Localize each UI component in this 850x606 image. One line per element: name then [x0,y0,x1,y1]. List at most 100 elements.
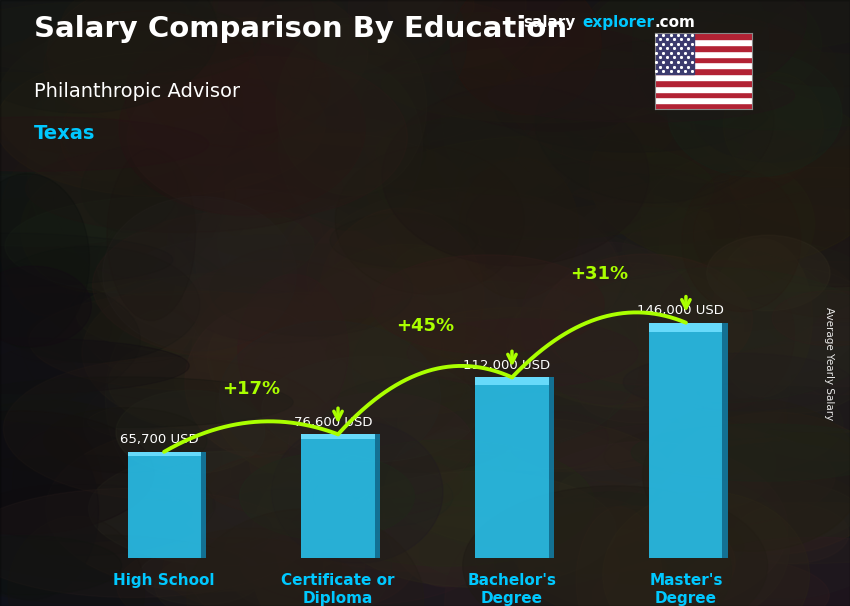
Bar [649,322,722,558]
Ellipse shape [442,39,588,201]
Ellipse shape [554,245,827,355]
Ellipse shape [8,516,144,606]
Ellipse shape [691,341,850,432]
Text: Philanthropic Advisor: Philanthropic Advisor [34,82,240,101]
Ellipse shape [145,80,436,262]
Ellipse shape [772,290,850,346]
Ellipse shape [666,316,790,445]
Ellipse shape [379,247,465,401]
Ellipse shape [347,256,517,362]
Ellipse shape [216,333,492,489]
Ellipse shape [529,39,624,147]
Ellipse shape [325,345,466,421]
Ellipse shape [240,56,503,147]
Ellipse shape [598,0,850,97]
Ellipse shape [662,412,850,554]
Ellipse shape [682,171,801,311]
Ellipse shape [641,155,814,292]
Ellipse shape [29,291,355,390]
Ellipse shape [250,465,366,606]
Ellipse shape [541,254,752,385]
Ellipse shape [27,79,134,253]
Ellipse shape [388,418,677,549]
Ellipse shape [0,198,174,298]
Ellipse shape [466,161,741,281]
Ellipse shape [207,292,402,425]
Ellipse shape [562,129,762,214]
Ellipse shape [396,454,546,507]
Ellipse shape [83,371,269,475]
Ellipse shape [139,548,263,605]
Text: .com: .com [654,15,695,30]
Ellipse shape [324,294,471,443]
Ellipse shape [238,275,348,427]
Ellipse shape [604,476,789,606]
Bar [654,62,752,68]
Ellipse shape [504,441,788,606]
Text: 76,600 USD: 76,600 USD [293,416,372,428]
Ellipse shape [429,0,602,98]
Ellipse shape [584,0,821,113]
Ellipse shape [43,408,207,473]
Ellipse shape [13,429,102,538]
Text: Texas: Texas [34,124,95,143]
Ellipse shape [103,196,297,351]
Ellipse shape [330,230,450,293]
Ellipse shape [271,421,443,563]
Ellipse shape [694,255,850,375]
Ellipse shape [0,266,92,347]
Ellipse shape [128,56,407,218]
Ellipse shape [0,175,177,246]
Ellipse shape [170,424,303,542]
Ellipse shape [693,150,850,319]
Text: 146,000 USD: 146,000 USD [638,304,724,317]
Ellipse shape [526,346,786,489]
Ellipse shape [318,385,487,503]
Ellipse shape [335,146,524,295]
Ellipse shape [472,350,784,478]
Ellipse shape [336,262,482,396]
Ellipse shape [536,41,774,203]
Ellipse shape [26,145,343,233]
Ellipse shape [632,0,769,132]
Bar [654,103,752,109]
Ellipse shape [186,0,454,96]
Ellipse shape [307,188,621,365]
Ellipse shape [426,28,554,207]
Ellipse shape [279,61,422,230]
Ellipse shape [626,239,850,324]
Ellipse shape [56,17,242,198]
Ellipse shape [505,204,756,292]
Ellipse shape [276,18,427,196]
Ellipse shape [339,471,616,587]
Ellipse shape [459,158,579,299]
Ellipse shape [53,103,224,279]
Ellipse shape [629,51,850,130]
Ellipse shape [0,173,89,348]
Ellipse shape [116,390,265,474]
Ellipse shape [371,255,604,353]
Ellipse shape [402,394,674,469]
Ellipse shape [0,481,272,582]
Ellipse shape [0,348,80,411]
Ellipse shape [242,318,534,416]
Ellipse shape [556,481,654,548]
Ellipse shape [0,72,120,175]
Ellipse shape [519,279,693,390]
Ellipse shape [337,0,529,124]
Ellipse shape [560,194,718,362]
Text: 65,700 USD: 65,700 USD [120,433,198,446]
Ellipse shape [210,244,413,336]
Ellipse shape [0,246,200,362]
Ellipse shape [0,400,133,471]
Ellipse shape [658,292,850,431]
Ellipse shape [195,174,325,336]
Ellipse shape [0,391,222,525]
Text: explorer: explorer [582,15,654,30]
Ellipse shape [723,72,824,178]
Ellipse shape [353,281,638,451]
Ellipse shape [514,424,835,531]
Ellipse shape [279,206,397,298]
Ellipse shape [226,0,529,85]
Ellipse shape [0,133,204,270]
